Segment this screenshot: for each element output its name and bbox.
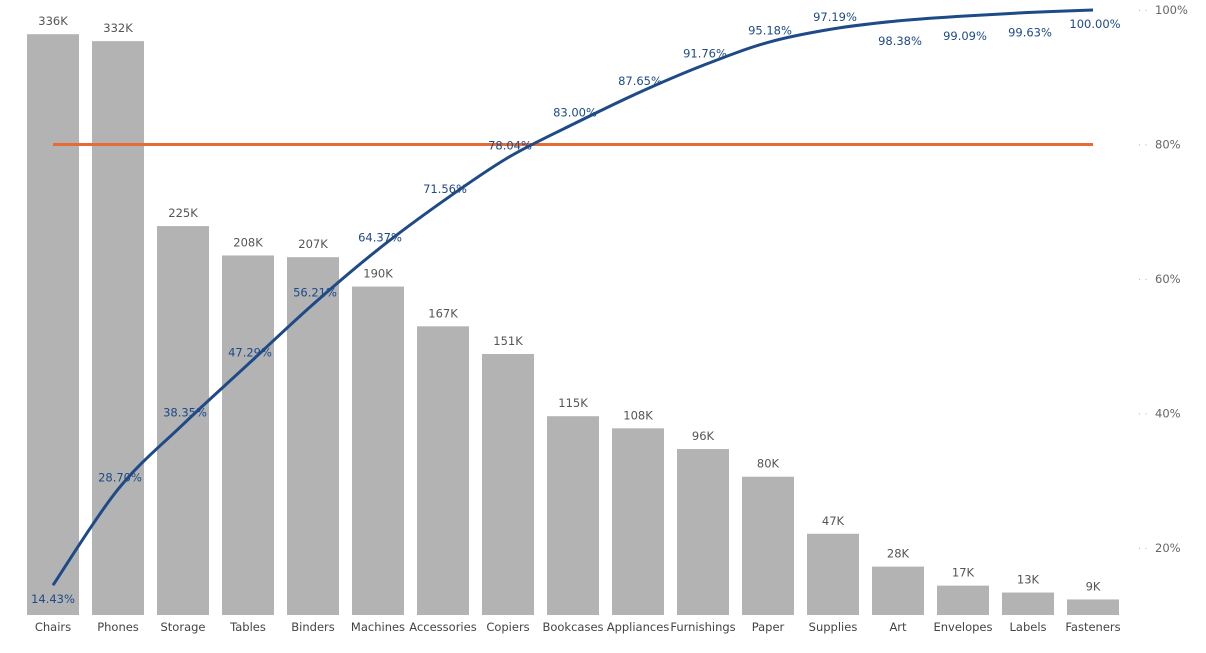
x-tick-label: Copiers: [486, 620, 529, 634]
line-value-label: 78.04%: [488, 139, 532, 153]
bar-fasteners: [1067, 599, 1119, 615]
x-tick-label: Binders: [291, 620, 334, 634]
bar-envelopes: [937, 586, 989, 615]
bar-value-label: 208K: [233, 235, 263, 249]
bar-value-label: 47K: [822, 514, 845, 528]
y2-tick-label: 80%: [1155, 137, 1181, 151]
line-value-label: 87.65%: [618, 74, 662, 88]
x-tick-label: Labels: [1009, 620, 1046, 634]
bar-value-label: 9K: [1086, 579, 1101, 593]
bar-chairs: [27, 34, 79, 615]
x-tick-label: Storage: [161, 620, 206, 634]
x-tick-label: Chairs: [35, 620, 71, 634]
line-value-label: 97.19%: [813, 10, 857, 24]
bar-value-label: 13K: [1017, 573, 1040, 587]
axis-tick-dots: · ·: [1138, 140, 1148, 151]
line-value-label: 47.29%: [228, 345, 272, 359]
bar-value-label: 225K: [168, 206, 198, 220]
line-value-label: 98.38%: [878, 34, 922, 48]
line-value-label: 99.63%: [1008, 25, 1052, 39]
line-value-label: 95.18%: [748, 23, 792, 37]
line-value-label: 64.37%: [358, 231, 402, 245]
bar-value-label: 190K: [363, 267, 393, 281]
line-value-label: 38.35%: [163, 405, 207, 419]
axis-tick-dots: · ·: [1138, 409, 1148, 420]
bar-value-label: 167K: [428, 306, 458, 320]
bar-tables: [222, 255, 274, 615]
line-value-label: 100.00%: [1069, 17, 1120, 31]
x-tick-label: Furnishings: [670, 620, 735, 634]
bar-bookcases: [547, 416, 599, 615]
bar-value-label: 108K: [623, 408, 653, 422]
line-value-label: 71.56%: [423, 182, 467, 196]
bar-phones: [92, 41, 144, 615]
line-value-label: 56.21%: [293, 285, 337, 299]
bar-value-label: 332K: [103, 21, 133, 35]
line-value-label: 14.43%: [31, 592, 75, 606]
bar-value-label: 17K: [952, 566, 975, 580]
y2-tick-label: 40%: [1155, 406, 1181, 420]
bar-art: [872, 567, 924, 615]
bar-appliances: [612, 428, 664, 615]
bar-value-label: 336K: [38, 14, 68, 28]
bar-machines: [352, 287, 404, 615]
bar-value-label: 151K: [493, 334, 523, 348]
x-tick-label: Fasteners: [1065, 620, 1120, 634]
axis-tick-dots: · ·: [1138, 6, 1148, 17]
bar-value-label: 207K: [298, 237, 328, 251]
bar-value-label: 115K: [558, 396, 588, 410]
bar-supplies: [807, 534, 859, 615]
x-tick-label: Bookcases: [542, 620, 603, 634]
line-value-label: 83.00%: [553, 105, 597, 119]
x-tick-label: Supplies: [809, 620, 858, 634]
x-tick-label: Accessories: [409, 620, 476, 634]
x-tick-label: Envelopes: [933, 620, 992, 634]
bar-furnishings: [677, 449, 729, 615]
bar-value-label: 28K: [887, 547, 910, 561]
x-tick-label: Art: [889, 620, 907, 634]
x-tick-label: Appliances: [607, 620, 670, 634]
y2-tick-label: 20%: [1155, 541, 1181, 555]
bar-binders: [287, 257, 339, 615]
line-value-label: 28.70%: [98, 470, 142, 484]
y2-tick-label: 60%: [1155, 272, 1181, 286]
x-tick-label: Paper: [752, 620, 785, 634]
bar-storage: [157, 226, 209, 615]
bar-labels: [1002, 593, 1054, 615]
bar-value-label: 80K: [757, 457, 780, 471]
axis-tick-dots: · ·: [1138, 544, 1148, 555]
x-tick-label: Machines: [351, 620, 405, 634]
bar-accessories: [417, 326, 469, 615]
line-value-label: 99.09%: [943, 29, 987, 43]
x-tick-label: Tables: [229, 620, 266, 634]
bar-paper: [742, 477, 794, 615]
bar-copiers: [482, 354, 534, 615]
line-value-label: 91.76%: [683, 46, 727, 60]
x-tick-label: Phones: [97, 620, 139, 634]
axis-tick-dots: · ·: [1138, 275, 1148, 286]
y2-tick-label: 100%: [1155, 3, 1188, 17]
bar-value-label: 96K: [692, 429, 715, 443]
